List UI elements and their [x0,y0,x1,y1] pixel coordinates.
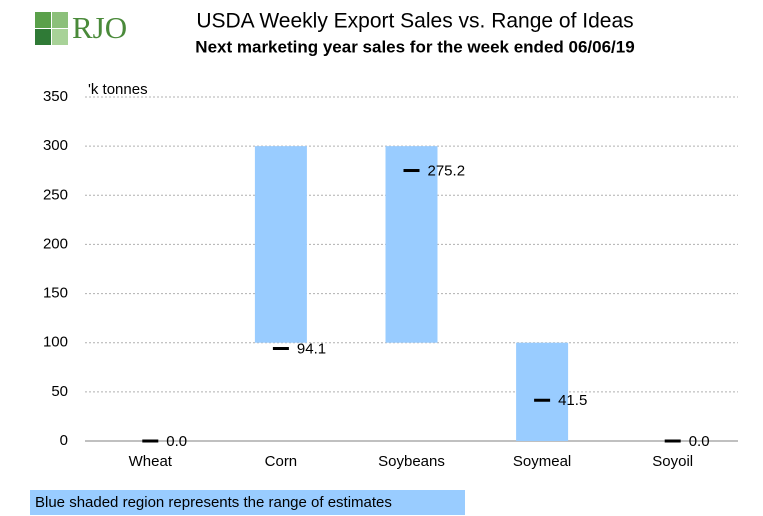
x-tick-label: Corn [265,453,298,470]
y-axis-label: 'k tonnes [88,81,148,98]
x-tick-label: Soybeans [378,453,445,470]
note: Blue shaded region represents the range … [35,494,392,511]
value-label: 0.0 [166,433,187,450]
x-tick-label: Wheat [129,453,173,470]
range-bar [516,342,569,441]
y-tick-label: 0 [60,432,68,449]
x-tick-label: Soyoil [652,453,693,470]
value-label: 275.2 [428,162,466,179]
logo-mark [35,12,68,45]
y-tick-label: 100 [43,334,68,351]
x-tick-label: Soymeal [513,453,571,470]
value-label: 41.5 [558,392,587,409]
range-bar [385,146,438,343]
chart-title: USDA Weekly Export Sales vs. Range of Id… [196,10,633,33]
y-tick-label: 150 [43,285,68,302]
value-label: 94.1 [297,340,326,357]
y-tick-label: 50 [51,383,68,400]
logo-text: RJO [72,10,127,45]
range-bar [254,146,307,343]
note-background [30,490,465,515]
y-tick-label: 200 [43,235,68,252]
value-label: 0.0 [689,433,710,450]
y-tick-label: 250 [43,186,68,203]
y-tick-label: 350 [43,88,68,105]
y-tick-label: 300 [43,137,68,154]
chart-subtitle: Next marketing year sales for the week e… [195,37,634,56]
